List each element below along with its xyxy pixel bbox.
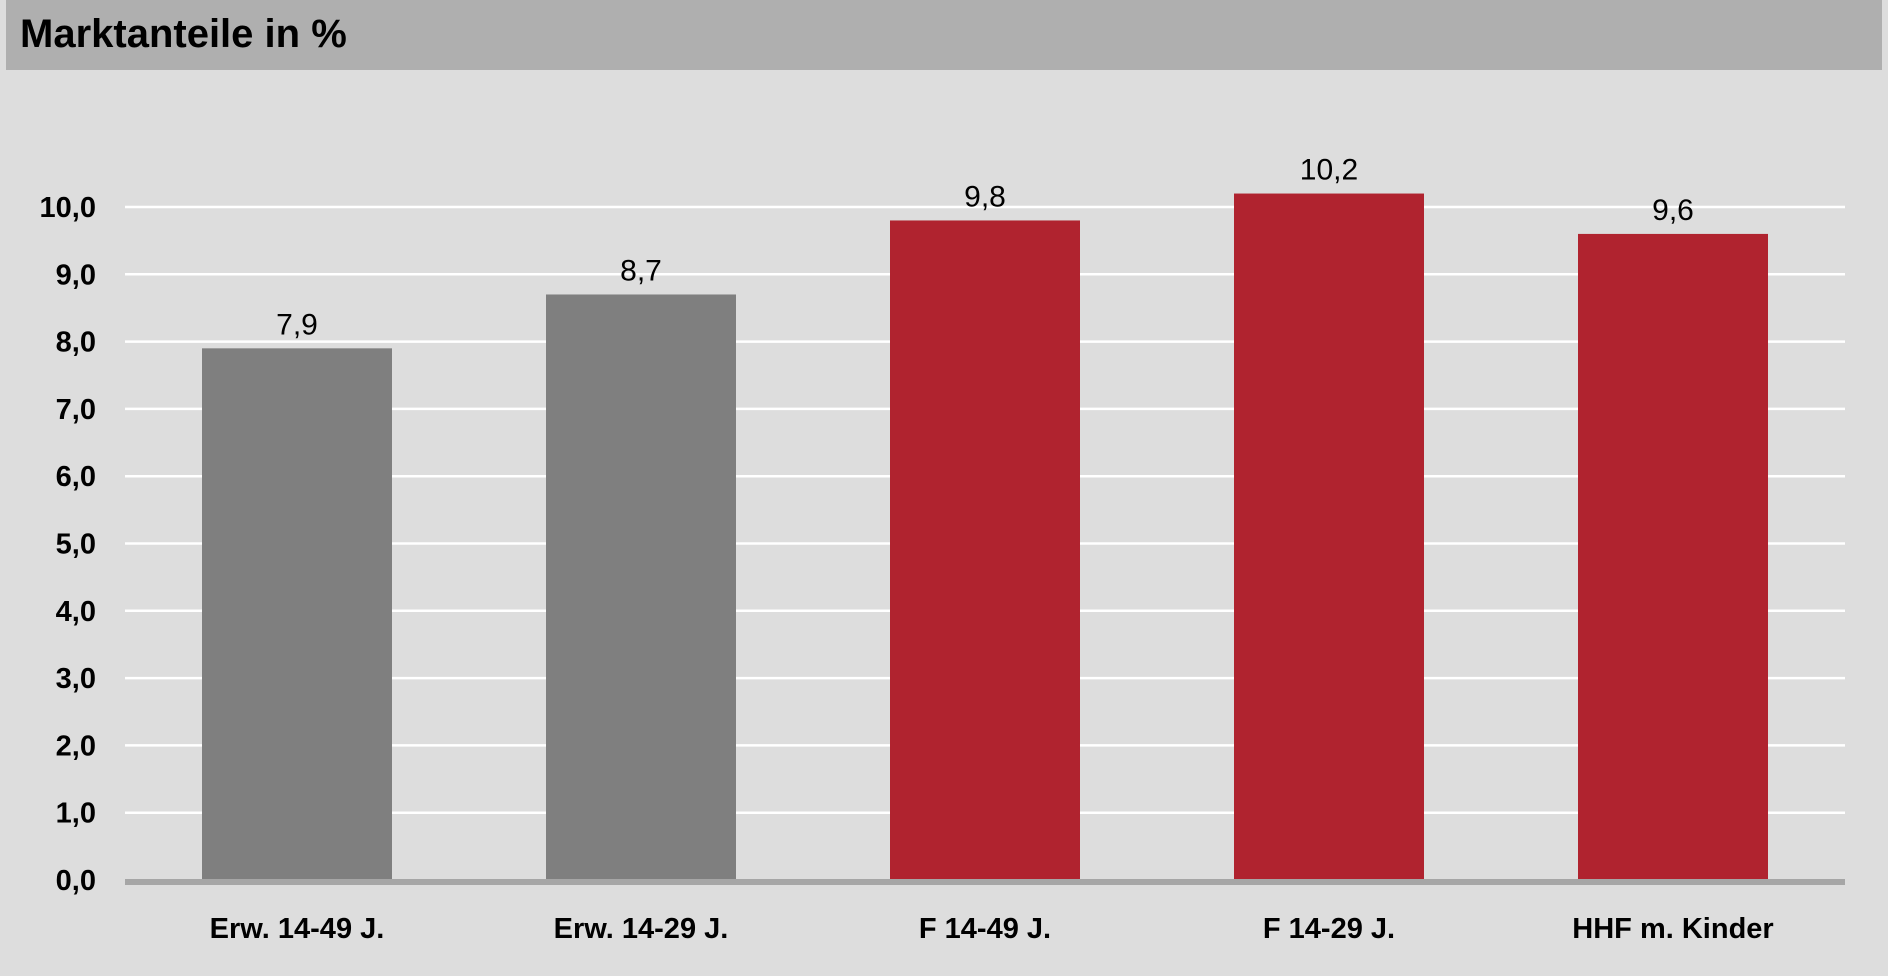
y-tick-label: 6,0 [56, 461, 96, 493]
y-tick-label: 1,0 [56, 798, 96, 830]
y-tick-label: 0,0 [56, 865, 96, 897]
chart-title: Marktanteile in % [20, 12, 347, 56]
title-bar: Marktanteile in % [6, 0, 1882, 70]
data-label: 9,6 [1652, 194, 1694, 227]
data-label: 8,7 [620, 254, 662, 287]
data-label: 9,8 [964, 180, 1006, 213]
y-tick-label: 4,0 [56, 596, 96, 628]
y-tick-label: 8,0 [56, 327, 96, 359]
data-label: 10,2 [1300, 154, 1358, 187]
bar [1578, 233, 1768, 881]
y-tick-label: 9,0 [56, 259, 96, 291]
bar [1234, 193, 1424, 881]
y-tick-label: 7,0 [56, 394, 96, 426]
bar [546, 294, 736, 880]
data-label: 7,9 [276, 308, 318, 341]
y-tick-label: 2,0 [56, 730, 96, 762]
y-tick-label: 5,0 [56, 529, 96, 561]
x-category-label: HHF m. Kinder [1572, 913, 1773, 945]
x-category-label: Erw. 14-49 J. [210, 913, 385, 945]
y-tick-label: 3,0 [56, 663, 96, 695]
y-tick-label: 10,0 [40, 192, 96, 224]
x-category-label: Erw. 14-29 J. [554, 913, 729, 945]
x-category-label: F 14-49 J. [919, 913, 1051, 945]
bar [890, 220, 1080, 880]
bar [202, 348, 392, 881]
x-category-label: F 14-29 J. [1263, 913, 1395, 945]
